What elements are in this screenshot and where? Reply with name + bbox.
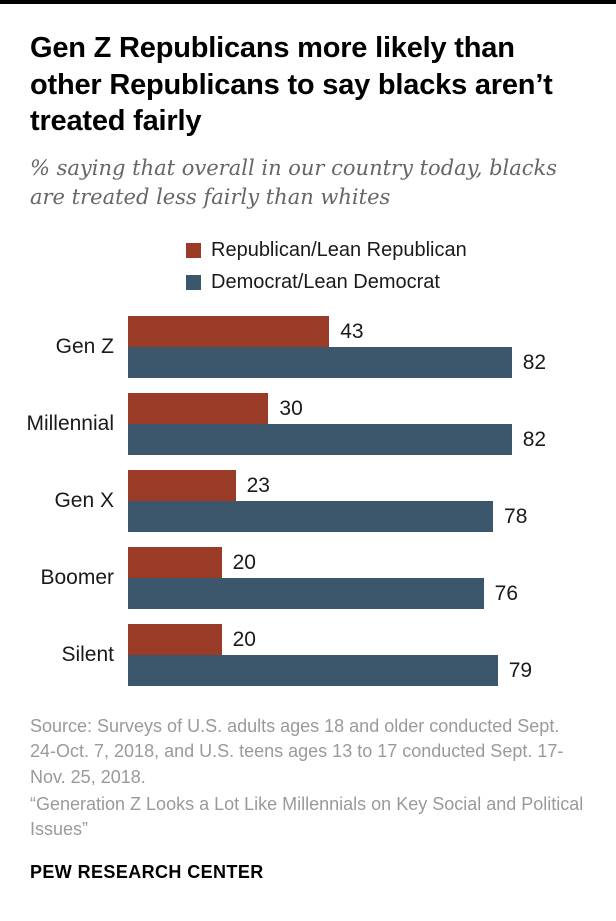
bar (128, 316, 330, 348)
value-label: 76 (494, 581, 519, 605)
legend-item: Republican/Lean Republican (186, 239, 616, 262)
bar-row: 79 (128, 655, 596, 687)
bar-pair: 30 82 (128, 393, 596, 456)
value-label: 78 (504, 504, 528, 528)
legend-label: Republican/Lean Republican (211, 239, 467, 262)
brand-footer: PEW RESEARCH CENTER (30, 862, 264, 883)
legend-swatch-icon (186, 275, 201, 291)
category-label: Millennial (26, 412, 114, 436)
bar-group: Millennial 30 82 (0, 393, 596, 456)
value-label: 23 (246, 473, 270, 497)
bar-row: 30 (128, 393, 596, 425)
legend-label: Democrat/Lean Democrat (211, 271, 440, 294)
bar-row: 78 (128, 501, 596, 533)
bar-group: Gen Z 43 82 (0, 316, 596, 379)
bar-pair: 20 76 (128, 547, 596, 610)
bar (128, 624, 222, 656)
legend-swatch-icon (186, 243, 201, 259)
source-note: Source: Surveys of U.S. adults ages 18 a… (30, 716, 564, 787)
value-label: 20 (232, 550, 256, 574)
bar (128, 393, 269, 425)
category-label: Gen X (54, 489, 114, 513)
category-label: Silent (61, 643, 114, 667)
bar-chart: Gen Z 43 82 Millennial 30 82 Gen X 23 78 Boomer 20… (0, 316, 596, 687)
bar-pair: 20 79 (128, 624, 596, 687)
bar-group: Gen X 23 78 (0, 470, 596, 533)
legend-item: Democrat/Lean Democrat (186, 271, 616, 294)
bar (128, 347, 512, 379)
value-label: 20 (232, 627, 256, 651)
bar (128, 547, 222, 579)
bar-group: Silent 20 79 (0, 624, 596, 687)
top-rule (0, 0, 616, 4)
bar-row: 82 (128, 347, 596, 379)
bar-row: 20 (128, 624, 596, 656)
bar (128, 501, 494, 533)
value-label: 43 (340, 319, 364, 343)
bar-row: 76 (128, 578, 596, 610)
bar (128, 655, 498, 687)
bar-pair: 23 78 (128, 470, 596, 533)
bar (128, 424, 512, 456)
category-label: Gen Z (55, 335, 114, 359)
legend: Republican/Lean Republican Democrat/Lean … (186, 239, 616, 294)
bar-row: 23 (128, 470, 596, 502)
bar-group: Boomer 20 76 (0, 547, 596, 610)
value-label: 30 (279, 396, 303, 420)
bar (128, 470, 236, 502)
bar (128, 578, 484, 610)
chart-subtitle: % saying that overall in our country tod… (30, 155, 558, 210)
value-label: 82 (522, 427, 547, 451)
page-title: Gen Z Republicans more likely than other… (30, 32, 553, 138)
value-label: 82 (522, 350, 547, 374)
bar-row: 20 (128, 547, 596, 579)
bar-row: 43 (128, 316, 596, 348)
bar-pair: 43 82 (128, 316, 596, 379)
bar-row: 82 (128, 424, 596, 456)
category-label: Boomer (40, 566, 114, 590)
value-label: 79 (508, 658, 533, 682)
report-title: “Generation Z Looks a Lot Like Millennia… (30, 793, 584, 839)
